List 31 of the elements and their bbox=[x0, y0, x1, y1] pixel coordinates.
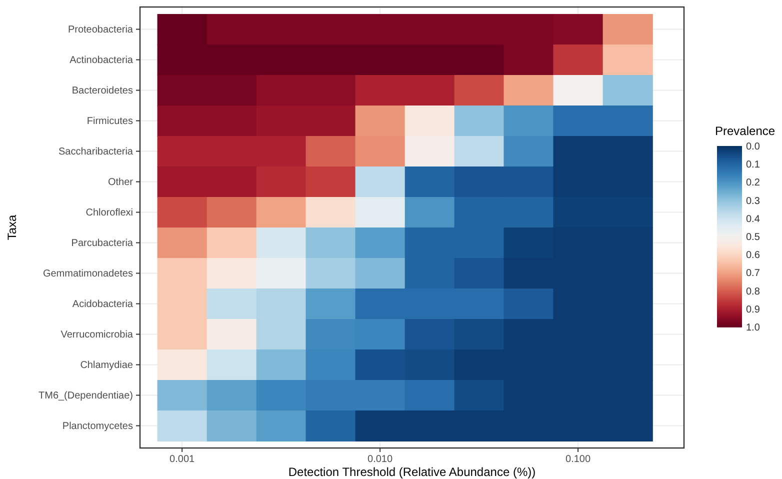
y-tick-label: TM6_(Dependentiae) bbox=[38, 390, 133, 402]
y-tick-label: Bacteroidetes bbox=[72, 85, 133, 96]
y-tick-label: Chlamydiae bbox=[80, 360, 134, 371]
x-tick-label: 0.100 bbox=[566, 454, 591, 466]
y-tick-label: Parcubacteria bbox=[71, 238, 134, 249]
color-bar-label: 0.5 bbox=[746, 232, 760, 243]
color-bar-label: 0.9 bbox=[746, 304, 760, 316]
x-tick-label: 0.010 bbox=[368, 454, 393, 466]
color-bar-label: 0.0 bbox=[746, 142, 760, 152]
color-bar-title: Prevalence bbox=[715, 124, 776, 138]
color-bar-label: 0.8 bbox=[746, 286, 760, 298]
x-tick-label: 0.001 bbox=[170, 454, 196, 466]
color-bar-label: 0.4 bbox=[746, 214, 760, 225]
y-tick-label: Actinobacteria bbox=[70, 54, 134, 66]
y-tick-label: Gemmatimonadetes bbox=[42, 268, 133, 280]
y-tick-label: Chloroflexi bbox=[86, 207, 133, 218]
y-tick-label: Verrucomicrobia bbox=[60, 329, 134, 340]
color-bar-label: 0.2 bbox=[746, 178, 760, 189]
x-axis-title: Detection Threshold (Relative Abundance (%)) bbox=[288, 465, 536, 479]
color-bar-label: 0.6 bbox=[746, 250, 760, 262]
y-tick-label: Planctomycetes bbox=[62, 420, 133, 432]
color-bar-label: 1.0 bbox=[746, 322, 760, 334]
y-tick-label: Saccharibacteria bbox=[58, 146, 134, 158]
color-bar-label: 0.7 bbox=[746, 268, 760, 280]
color-bar-label: 0.1 bbox=[746, 160, 760, 171]
y-tick-label: Firmicutes bbox=[86, 116, 133, 127]
y-axis-title: Taxa bbox=[5, 214, 19, 240]
color-bar-label: 0.3 bbox=[746, 196, 760, 207]
y-tick-label: Acidobacteria bbox=[72, 298, 134, 310]
y-tick-label: Proteobacteria bbox=[68, 24, 134, 36]
y-tick-label: Other bbox=[108, 176, 134, 188]
